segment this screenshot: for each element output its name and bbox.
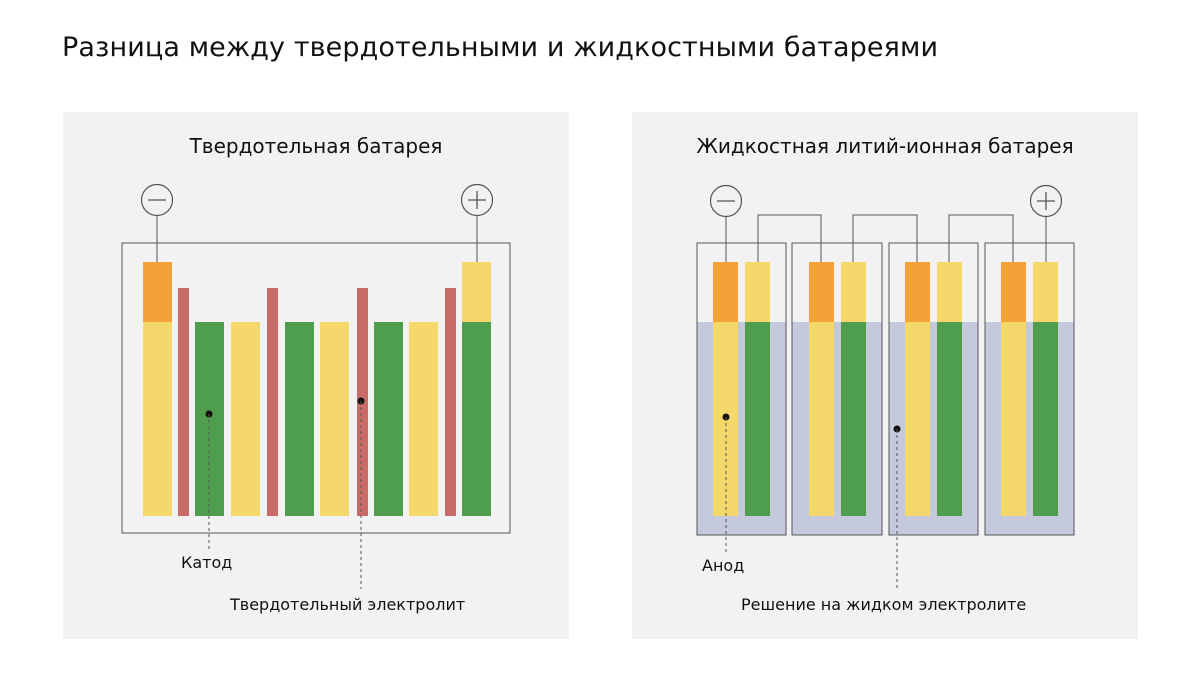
solid-electrolyte-layer bbox=[178, 288, 189, 516]
solid-battery-panel: Твердотельная батарея bbox=[63, 112, 569, 639]
anode-tab bbox=[1001, 262, 1026, 322]
cathode-layer bbox=[462, 322, 491, 516]
cathode-layer bbox=[195, 322, 224, 516]
anode-layer bbox=[409, 322, 438, 516]
battery-cell bbox=[888, 242, 979, 536]
series-connector bbox=[852, 214, 918, 262]
solid-electrolyte-label: Твердотельный электролит bbox=[230, 595, 466, 614]
liquid-electrolyte bbox=[889, 322, 978, 535]
cathode-layer bbox=[374, 322, 403, 516]
anode-label: Анод bbox=[702, 556, 745, 575]
anode-tab bbox=[143, 262, 172, 322]
cathode-tab bbox=[745, 262, 770, 322]
plus-circle-icon bbox=[1029, 184, 1063, 218]
battery-cell bbox=[696, 242, 787, 536]
battery-cell bbox=[984, 242, 1075, 536]
cathode-layer bbox=[937, 322, 962, 516]
anode-layer bbox=[1001, 322, 1026, 516]
anode-layer bbox=[143, 322, 172, 516]
anode-tab bbox=[809, 262, 834, 322]
liquid-electrolyte bbox=[792, 322, 882, 535]
cathode-layer bbox=[1033, 322, 1058, 516]
liquid-electrolyte bbox=[985, 322, 1074, 535]
anode-layer bbox=[231, 322, 260, 516]
series-connector bbox=[948, 214, 1014, 262]
liquid-electrolyte bbox=[697, 322, 786, 535]
cathode-layer bbox=[285, 322, 314, 516]
anode-tab bbox=[713, 262, 738, 322]
cathode-tab bbox=[1033, 262, 1058, 322]
page-title: Разница между твердотельными и жидкостны… bbox=[62, 32, 939, 63]
battery-cell bbox=[791, 242, 883, 536]
series-connector bbox=[757, 214, 822, 262]
solid-electrolyte-layer bbox=[445, 288, 456, 516]
liquid-battery-title: Жидкостная литий-ионная батарея bbox=[696, 134, 1074, 158]
cell-casing bbox=[888, 242, 979, 536]
solid-electrolyte-layer bbox=[267, 288, 278, 516]
cell-casing bbox=[791, 242, 883, 536]
liquid-electrolyte-label: Решение на жидком электролите bbox=[741, 595, 1027, 614]
cathode-tab bbox=[937, 262, 962, 322]
liquid-battery-panel: Жидкостная литий-ионная батарея bbox=[632, 112, 1138, 639]
anode-layer bbox=[809, 322, 834, 516]
solid-battery-diagram bbox=[121, 183, 511, 589]
solid-battery-title: Твердотельная батарея bbox=[189, 134, 443, 158]
liquid-battery-diagram bbox=[696, 184, 1075, 589]
anode-layer bbox=[320, 322, 349, 516]
cathode-label: Катод bbox=[181, 553, 233, 572]
anode-tab bbox=[905, 262, 930, 322]
cell-casing bbox=[696, 242, 787, 536]
minus-circle-icon bbox=[709, 184, 743, 218]
cathode-layer bbox=[841, 322, 866, 516]
cathode-tab bbox=[841, 262, 866, 322]
anode-layer bbox=[905, 322, 930, 516]
cell-casing bbox=[984, 242, 1075, 536]
cathode-tab bbox=[462, 262, 491, 322]
cathode-layer bbox=[745, 322, 770, 516]
minus-circle-icon bbox=[140, 183, 174, 217]
plus-circle-icon bbox=[460, 183, 494, 217]
battery-casing bbox=[121, 242, 511, 534]
